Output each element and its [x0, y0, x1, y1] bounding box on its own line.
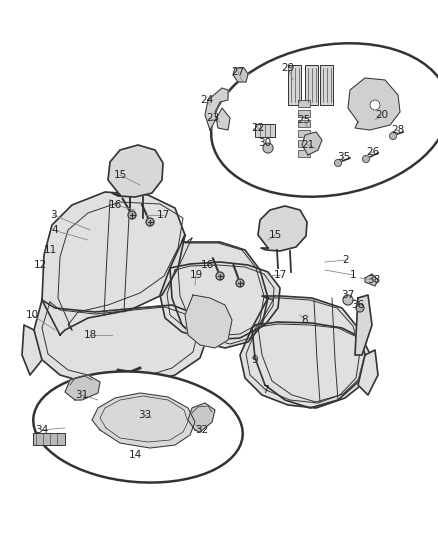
Polygon shape [92, 393, 195, 448]
Polygon shape [185, 295, 232, 348]
Text: 7: 7 [261, 385, 268, 395]
Text: 1: 1 [350, 270, 356, 280]
Text: 12: 12 [33, 260, 46, 270]
Circle shape [128, 211, 136, 219]
Bar [288, 65, 301, 105]
Bar [298, 110, 310, 117]
Polygon shape [252, 296, 365, 408]
Text: 23: 23 [206, 113, 219, 123]
Text: 31: 31 [75, 390, 88, 400]
Polygon shape [358, 350, 378, 395]
Text: 30: 30 [258, 138, 272, 148]
Text: 22: 22 [251, 123, 265, 133]
Polygon shape [160, 262, 280, 340]
Text: 15: 15 [268, 230, 282, 240]
Polygon shape [258, 206, 307, 251]
Circle shape [356, 304, 364, 312]
Polygon shape [240, 322, 372, 408]
Text: 38: 38 [367, 275, 381, 285]
Polygon shape [365, 274, 378, 286]
Bar [298, 100, 310, 107]
Text: 4: 4 [52, 225, 58, 235]
Polygon shape [302, 132, 322, 155]
Text: 25: 25 [297, 115, 311, 125]
Bar [33, 433, 65, 445]
Circle shape [236, 279, 244, 287]
Text: 28: 28 [392, 125, 405, 135]
Text: 16: 16 [200, 260, 214, 270]
Text: 27: 27 [231, 67, 245, 77]
Text: 29: 29 [281, 63, 295, 73]
Circle shape [146, 218, 154, 226]
Bar [298, 120, 310, 127]
Text: 9: 9 [252, 355, 258, 365]
Text: 16: 16 [108, 200, 122, 210]
Polygon shape [34, 300, 208, 385]
Bar [305, 65, 318, 105]
Polygon shape [188, 403, 215, 432]
Ellipse shape [33, 372, 243, 482]
Circle shape [370, 100, 380, 110]
Circle shape [263, 143, 273, 153]
Polygon shape [233, 68, 248, 82]
Text: 32: 32 [195, 425, 208, 435]
Text: 21: 21 [301, 140, 314, 150]
Circle shape [389, 133, 396, 140]
Text: 33: 33 [138, 410, 152, 420]
Circle shape [216, 272, 224, 280]
Circle shape [363, 156, 370, 163]
Text: 10: 10 [25, 310, 39, 320]
Text: 15: 15 [113, 170, 127, 180]
Polygon shape [170, 235, 268, 348]
Text: 17: 17 [273, 270, 286, 280]
Polygon shape [22, 325, 42, 375]
Text: 34: 34 [35, 425, 49, 435]
Text: 2: 2 [343, 255, 350, 265]
Ellipse shape [211, 43, 438, 197]
Circle shape [343, 295, 353, 305]
Polygon shape [42, 192, 185, 335]
Polygon shape [355, 295, 372, 355]
Bar [320, 65, 333, 105]
Text: 14: 14 [128, 450, 141, 460]
Text: 8: 8 [302, 315, 308, 325]
Text: 18: 18 [83, 330, 97, 340]
Bar [298, 150, 310, 157]
Bar [255, 124, 275, 137]
Text: 17: 17 [156, 210, 170, 220]
Text: 26: 26 [366, 147, 380, 157]
Text: 24: 24 [200, 95, 214, 105]
Polygon shape [65, 375, 100, 400]
Bar [298, 130, 310, 137]
Bar [298, 140, 310, 147]
Text: 37: 37 [341, 290, 355, 300]
Text: 20: 20 [375, 110, 389, 120]
Text: 3: 3 [49, 210, 57, 220]
Circle shape [335, 159, 342, 166]
Text: 36: 36 [351, 300, 364, 310]
Polygon shape [108, 145, 163, 197]
Polygon shape [348, 78, 400, 130]
Polygon shape [205, 88, 230, 130]
Text: 35: 35 [337, 152, 351, 162]
Text: 19: 19 [189, 270, 203, 280]
Text: 11: 11 [43, 245, 57, 255]
